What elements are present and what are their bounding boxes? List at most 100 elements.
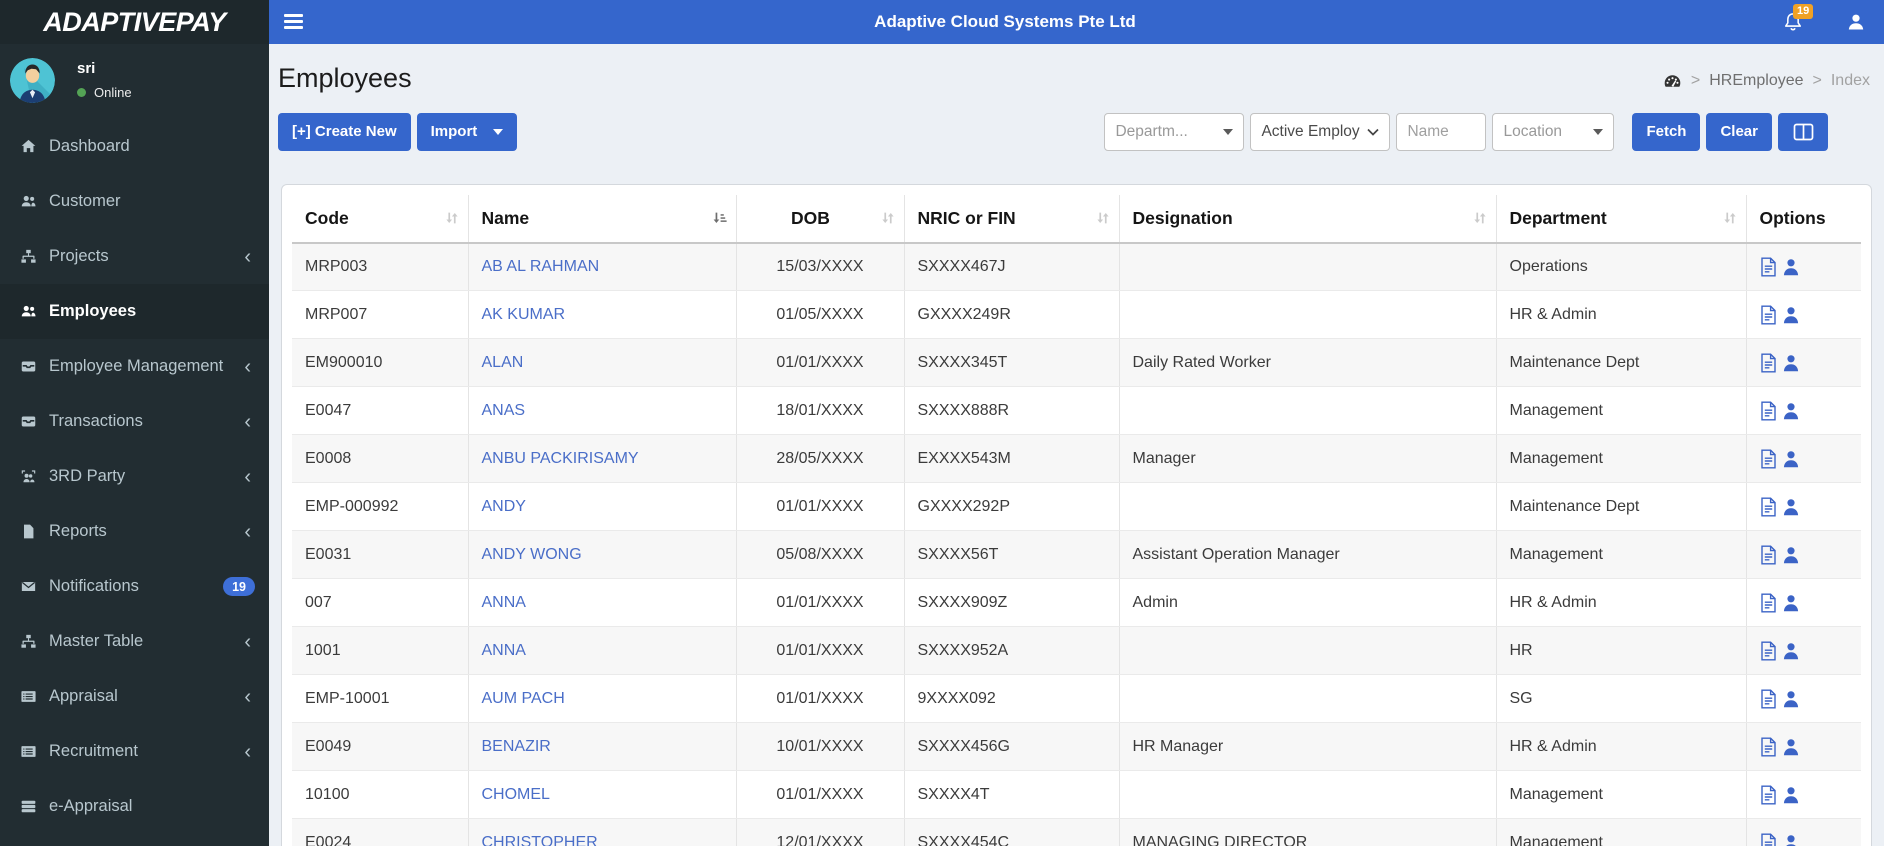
employee-name-link[interactable]: AK KUMAR — [481, 305, 566, 323]
document-icon[interactable] — [1760, 401, 1777, 421]
user-icon[interactable] — [1783, 402, 1799, 420]
document-icon[interactable] — [1760, 305, 1777, 325]
user-icon[interactable] — [1783, 498, 1799, 516]
document-icon[interactable] — [1760, 641, 1777, 661]
sort-icon[interactable] — [1722, 210, 1738, 226]
employee-name-link[interactable]: ANDY — [481, 497, 526, 515]
sidebar-item-dashboard[interactable]: Dashboard — [0, 119, 269, 174]
user-icon[interactable] — [1783, 642, 1799, 660]
cell-nric: SXXXX467J — [904, 242, 1120, 292]
document-icon[interactable] — [1760, 833, 1777, 846]
user-icon[interactable] — [1783, 306, 1799, 324]
user-icon[interactable] — [1783, 786, 1799, 804]
hamburger-menu-icon[interactable] — [284, 14, 303, 32]
sidebar-item-employee-management[interactable]: Employee Management ‹ — [0, 339, 269, 394]
notification-count-badge: 19 — [1793, 4, 1814, 20]
document-icon[interactable] — [1760, 737, 1777, 757]
employee-name-link[interactable]: ANNA — [481, 641, 526, 659]
cell-dob: 01/01/XXXX — [736, 626, 905, 676]
cell-nric: GXXXX292P — [904, 482, 1120, 532]
employee-name-link[interactable]: AUM PACH — [481, 689, 565, 707]
document-icon[interactable] — [1760, 353, 1777, 373]
app-logo[interactable]: ADAPTIVEPAY — [0, 0, 269, 44]
table-header-row: Code Name DOB NRIC or FIN Designation Departm… — [292, 194, 1861, 244]
user-icon[interactable] — [1783, 258, 1799, 276]
column-toggle-button[interactable] — [1778, 112, 1828, 151]
user-icon[interactable] — [1783, 738, 1799, 756]
sort-icon[interactable] — [444, 210, 460, 226]
document-icon[interactable] — [1760, 689, 1777, 709]
cell-options — [1746, 626, 1861, 676]
document-icon[interactable] — [1760, 449, 1777, 469]
user-icon[interactable] — [1783, 594, 1799, 612]
user-icon[interactable] — [1783, 546, 1799, 564]
employee-name-link[interactable]: AB AL RAHMAN — [481, 257, 600, 275]
employee-status-select[interactable]: Active Employ — [1250, 112, 1391, 151]
cell-dob: 12/01/XXXX — [736, 818, 905, 846]
sidebar-item-customer[interactable]: Customer — [0, 174, 269, 229]
cell-name: BENAZIR — [468, 722, 737, 772]
sidebar-item-recruitment[interactable]: Recruitment ‹ — [0, 724, 269, 779]
user-name: sri — [77, 60, 96, 77]
document-icon[interactable] — [1760, 497, 1777, 517]
employee-name-link[interactable]: CHOMEL — [481, 785, 550, 803]
fetch-button[interactable]: Fetch — [1632, 112, 1701, 151]
cell-nric: SXXXX952A — [904, 626, 1120, 676]
document-icon[interactable] — [1760, 257, 1777, 277]
sidebar-item-projects[interactable]: Projects ‹ — [0, 229, 269, 284]
cell-department: HR — [1496, 626, 1747, 676]
cell-name: CHRISTOPHER — [468, 818, 737, 846]
sort-icon[interactable] — [1472, 210, 1488, 226]
user-icon[interactable] — [1783, 690, 1799, 708]
employee-name-link[interactable]: ANDY WONG — [481, 545, 582, 563]
name-filter-input[interactable] — [1396, 112, 1487, 151]
notifications-bell-icon[interactable]: 19 — [1782, 4, 1814, 33]
user-icon[interactable] — [1783, 834, 1799, 846]
user-menu-icon[interactable] — [1846, 12, 1866, 32]
column-header-designation[interactable]: Designation — [1119, 194, 1497, 244]
department-filter-select[interactable]: Departm... — [1104, 112, 1245, 151]
home-icon — [18, 138, 38, 155]
user-icon[interactable] — [1783, 354, 1799, 372]
employee-name-link[interactable]: ANBU PACKIRISAMY — [481, 449, 639, 467]
sidebar-item-transactions[interactable]: Transactions ‹ — [0, 394, 269, 449]
breadcrumb-hremployee[interactable]: HREmployee — [1709, 72, 1804, 90]
employee-name-link[interactable]: ANNA — [481, 593, 526, 611]
sort-icon[interactable] — [1095, 210, 1111, 226]
cell-department: Maintenance Dept — [1496, 338, 1747, 388]
employee-name-link[interactable]: ALAN — [481, 353, 524, 371]
sort-icon[interactable] — [712, 210, 728, 226]
column-header-name[interactable]: Name — [468, 194, 737, 244]
list-icon — [18, 688, 38, 705]
user-icon[interactable] — [1783, 450, 1799, 468]
column-header-nric-or-fin[interactable]: NRIC or FIN — [904, 194, 1120, 244]
employee-name-link[interactable]: BENAZIR — [481, 737, 551, 755]
notifications-count-badge: 19 — [223, 577, 255, 596]
sidebar-item-appraisal[interactable]: Appraisal ‹ — [0, 669, 269, 724]
sidebar-item-reports[interactable]: Reports ‹ — [0, 504, 269, 559]
dashboard-gauge-icon[interactable] — [1663, 72, 1682, 91]
column-header-code[interactable]: Code — [292, 194, 469, 244]
location-filter-select[interactable]: Location — [1492, 112, 1615, 151]
column-header-dob[interactable]: DOB — [736, 194, 905, 244]
document-icon[interactable] — [1760, 593, 1777, 613]
column-header-department[interactable]: Department — [1496, 194, 1747, 244]
cell-dob: 15/03/XXXX — [736, 242, 905, 292]
import-button[interactable]: Import — [416, 112, 518, 151]
sort-icon[interactable] — [880, 210, 896, 226]
sidebar-item-employees[interactable]: Employees — [0, 284, 269, 339]
chevron-left-icon: ‹ — [244, 630, 251, 653]
caret-down-icon — [1593, 128, 1604, 135]
create-new-button[interactable]: [+] Create New — [278, 112, 411, 151]
sidebar-item-3rd-party[interactable]: 3RD Party ‹ — [0, 449, 269, 504]
document-icon[interactable] — [1760, 545, 1777, 565]
document-icon[interactable] — [1760, 785, 1777, 805]
employee-name-link[interactable]: CHRISTOPHER — [481, 833, 598, 846]
sidebar-item-master-table[interactable]: Master Table ‹ — [0, 614, 269, 669]
sidebar-item-e-appraisal[interactable]: e-Appraisal — [0, 779, 269, 834]
column-header-label: NRIC or FIN — [917, 207, 1016, 228]
clear-button[interactable]: Clear — [1706, 112, 1772, 151]
cell-nric: SXXXX888R — [904, 386, 1120, 436]
sidebar-item-notifications[interactable]: Notifications 19 — [0, 559, 269, 614]
employee-name-link[interactable]: ANAS — [481, 401, 526, 419]
